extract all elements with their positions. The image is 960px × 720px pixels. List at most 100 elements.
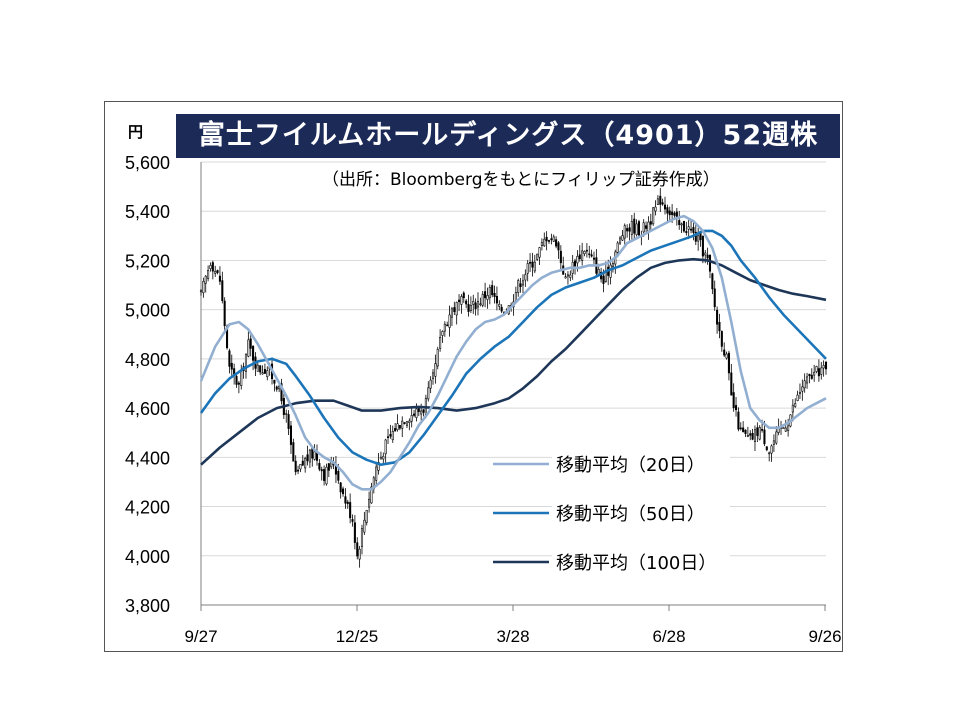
candle-body: [742, 427, 745, 433]
legend-background: [552, 452, 730, 478]
candle-body: [405, 421, 408, 426]
y-tick-label: 5,600: [125, 153, 170, 173]
candle-body: [753, 429, 757, 442]
candle-body: [609, 264, 612, 278]
candle-body: [517, 280, 520, 293]
candle-body: [351, 519, 354, 522]
candle-body: [410, 415, 413, 422]
ma50-line: [199, 229, 827, 466]
candle-body: [439, 336, 442, 349]
candle-body: [356, 542, 359, 557]
y-tick-label: 3,800: [125, 596, 170, 616]
candle-body: [645, 225, 648, 229]
candle-body: [529, 261, 532, 264]
candle-body: [671, 211, 674, 215]
legend-label-ma50: 移動平均（50日）: [556, 504, 705, 525]
candle-body: [756, 427, 759, 436]
candle-body: [344, 496, 347, 504]
y-tick-label: 4,000: [125, 547, 170, 567]
candle-body: [363, 519, 366, 533]
candle-body: [810, 374, 813, 379]
candle-body: [299, 464, 302, 470]
candle-body: [377, 462, 380, 471]
candle-body: [450, 308, 453, 318]
candle-body: [263, 369, 266, 374]
candle-body: [559, 250, 562, 264]
candle-body: [824, 361, 828, 370]
candle-body: [685, 231, 688, 234]
candle-body: [415, 408, 418, 418]
candle-body: [588, 253, 591, 256]
candle-body: [379, 456, 382, 460]
candle-body: [616, 242, 619, 253]
ma20-line: [199, 214, 827, 491]
candle-body: [661, 202, 664, 205]
candle-body: [569, 274, 572, 278]
candle-body: [798, 392, 801, 394]
candle-body: [621, 235, 624, 241]
candle-body: [581, 250, 584, 261]
candle-body: [687, 226, 690, 230]
candle-body: [386, 436, 390, 438]
candle-body: [275, 386, 278, 390]
candle-body: [675, 211, 678, 218]
candle-body: [455, 302, 458, 316]
candle-body: [758, 427, 761, 440]
candle-body: [718, 322, 721, 332]
legend-background: [552, 501, 730, 527]
candle-body: [223, 300, 226, 327]
candle-body: [266, 370, 269, 378]
candle-body: [389, 434, 392, 437]
candle-body: [576, 255, 579, 264]
candle-body: [228, 350, 231, 367]
candle-body: [315, 452, 319, 461]
candle-body: [732, 392, 735, 408]
candle-body: [602, 275, 605, 284]
candle-body: [806, 376, 809, 384]
candle-body: [628, 227, 631, 232]
candle-body: [739, 427, 742, 430]
candle-body: [261, 372, 264, 375]
candle-body: [413, 413, 416, 416]
candle-body: [637, 221, 641, 236]
candle-body: [803, 380, 806, 389]
candle-body: [761, 429, 764, 431]
candle-body: [817, 368, 820, 377]
candle-body: [375, 466, 378, 481]
candle-body: [801, 386, 804, 392]
candle-body: [467, 304, 470, 312]
candle-body: [704, 252, 707, 256]
legend-background: [552, 550, 730, 576]
candle-body: [564, 276, 567, 279]
candle-body: [763, 429, 766, 445]
candle-body: [716, 309, 719, 325]
candle-body: [441, 331, 444, 336]
candle-body: [398, 425, 401, 429]
candle-body: [396, 423, 399, 431]
candle-body: [294, 460, 297, 473]
candle-body: [746, 434, 749, 437]
candle-body: [436, 348, 439, 367]
candle-body: [199, 289, 203, 293]
candle-body: [297, 469, 300, 472]
candle-body: [678, 220, 681, 225]
candle-body: [431, 372, 435, 379]
candle-body: [794, 403, 797, 407]
candle-body: [649, 221, 652, 225]
candle-body: [626, 228, 629, 232]
candle-body: [680, 223, 683, 226]
candle-body: [453, 307, 456, 312]
candle-body: [659, 195, 662, 205]
candle-body: [346, 501, 349, 504]
candle-body: [654, 206, 657, 212]
chart-title: 富士フイルムホールディングス（4901）52週株価・日足: [176, 114, 840, 195]
candle-body: [349, 502, 352, 519]
candle-body: [727, 352, 730, 374]
candle-body: [737, 411, 740, 430]
candle-body: [368, 498, 371, 508]
candle-body: [751, 433, 754, 440]
candle-body: [623, 225, 626, 239]
candle-body: [630, 221, 633, 235]
candle-body: [221, 280, 224, 301]
